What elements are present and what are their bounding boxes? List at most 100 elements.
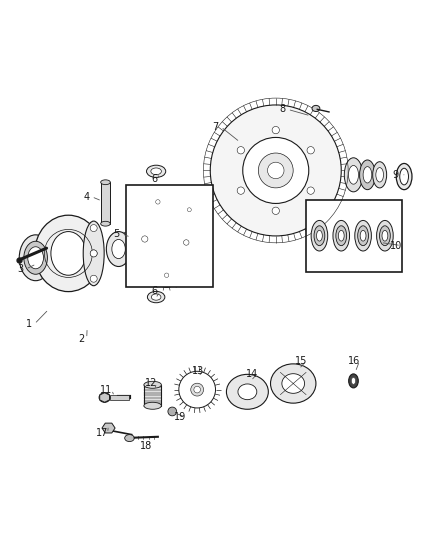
- Ellipse shape: [317, 230, 322, 241]
- Circle shape: [187, 208, 191, 212]
- Bar: [306, 200, 402, 272]
- Ellipse shape: [355, 221, 371, 251]
- Text: 13: 13: [192, 366, 204, 376]
- Ellipse shape: [349, 374, 358, 388]
- Ellipse shape: [151, 294, 161, 300]
- Ellipse shape: [360, 230, 366, 241]
- Polygon shape: [102, 423, 115, 433]
- Ellipse shape: [373, 161, 387, 188]
- Polygon shape: [100, 393, 110, 402]
- Circle shape: [90, 275, 97, 282]
- Text: 7: 7: [212, 122, 219, 132]
- Ellipse shape: [311, 221, 328, 251]
- Circle shape: [164, 273, 169, 278]
- Bar: [110, 395, 130, 400]
- Ellipse shape: [28, 247, 43, 269]
- Ellipse shape: [333, 221, 350, 251]
- Ellipse shape: [312, 106, 320, 111]
- Ellipse shape: [282, 374, 304, 393]
- Text: 5: 5: [113, 229, 120, 239]
- Ellipse shape: [376, 167, 384, 182]
- Text: 11: 11: [100, 385, 113, 394]
- Circle shape: [154, 198, 162, 206]
- Circle shape: [243, 138, 309, 204]
- Ellipse shape: [363, 167, 372, 183]
- Ellipse shape: [238, 384, 257, 400]
- Ellipse shape: [358, 226, 368, 246]
- Circle shape: [90, 250, 97, 257]
- Text: 3: 3: [17, 264, 23, 274]
- Circle shape: [141, 236, 148, 242]
- Ellipse shape: [338, 230, 344, 241]
- Ellipse shape: [83, 221, 104, 286]
- Ellipse shape: [35, 215, 102, 292]
- Ellipse shape: [336, 226, 346, 246]
- Ellipse shape: [377, 221, 393, 251]
- Bar: [101, 182, 110, 224]
- Bar: [126, 185, 213, 287]
- Text: 9: 9: [393, 170, 399, 180]
- Circle shape: [90, 224, 97, 231]
- Ellipse shape: [144, 381, 161, 389]
- Ellipse shape: [396, 164, 412, 190]
- Text: 1: 1: [26, 319, 32, 329]
- Text: 2: 2: [78, 334, 85, 344]
- Circle shape: [181, 237, 191, 248]
- Text: 17: 17: [96, 429, 109, 438]
- Ellipse shape: [226, 374, 268, 409]
- Ellipse shape: [19, 235, 52, 281]
- Text: 15: 15: [295, 356, 307, 366]
- Circle shape: [139, 233, 151, 245]
- Ellipse shape: [314, 226, 325, 246]
- Circle shape: [258, 153, 293, 188]
- Circle shape: [185, 206, 193, 214]
- Ellipse shape: [144, 402, 161, 409]
- Circle shape: [154, 263, 179, 287]
- Text: 18: 18: [140, 441, 152, 451]
- Ellipse shape: [147, 165, 166, 177]
- Text: 8: 8: [279, 104, 286, 114]
- Text: 16: 16: [348, 356, 360, 366]
- Circle shape: [307, 187, 314, 195]
- Ellipse shape: [151, 168, 162, 175]
- Ellipse shape: [101, 180, 110, 184]
- Circle shape: [272, 126, 279, 134]
- Ellipse shape: [99, 393, 110, 402]
- Text: 19: 19: [173, 411, 186, 422]
- Ellipse shape: [400, 168, 409, 185]
- Text: 12: 12: [145, 378, 158, 387]
- Ellipse shape: [24, 241, 47, 274]
- Circle shape: [268, 162, 284, 179]
- Ellipse shape: [51, 231, 86, 275]
- Ellipse shape: [271, 364, 316, 403]
- Circle shape: [155, 200, 160, 204]
- Ellipse shape: [112, 239, 125, 259]
- Circle shape: [127, 222, 162, 256]
- Circle shape: [237, 187, 244, 195]
- Ellipse shape: [379, 226, 390, 246]
- Ellipse shape: [382, 230, 388, 241]
- Circle shape: [272, 207, 279, 214]
- Circle shape: [191, 383, 204, 396]
- Circle shape: [168, 407, 177, 416]
- Ellipse shape: [360, 160, 375, 190]
- Circle shape: [179, 372, 215, 408]
- Text: 14: 14: [246, 369, 258, 379]
- Circle shape: [171, 227, 201, 258]
- Circle shape: [194, 386, 201, 393]
- Ellipse shape: [106, 231, 131, 266]
- Text: 6: 6: [151, 286, 157, 296]
- Ellipse shape: [349, 165, 359, 184]
- Ellipse shape: [148, 292, 165, 303]
- Circle shape: [90, 250, 97, 257]
- Ellipse shape: [125, 434, 134, 441]
- Ellipse shape: [351, 377, 356, 384]
- Text: 4: 4: [83, 192, 89, 201]
- Circle shape: [178, 199, 200, 221]
- Circle shape: [237, 147, 244, 154]
- Circle shape: [184, 240, 189, 245]
- Circle shape: [210, 105, 341, 236]
- Ellipse shape: [101, 221, 110, 226]
- Circle shape: [162, 271, 171, 279]
- Ellipse shape: [344, 158, 363, 192]
